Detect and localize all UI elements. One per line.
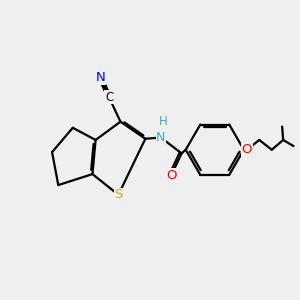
Text: S: S bbox=[114, 188, 123, 201]
Text: N: N bbox=[96, 71, 106, 84]
Text: N: N bbox=[156, 131, 166, 144]
Text: O: O bbox=[166, 169, 176, 182]
Text: C: C bbox=[105, 91, 113, 104]
Text: O: O bbox=[242, 143, 252, 156]
Text: H: H bbox=[159, 115, 167, 128]
